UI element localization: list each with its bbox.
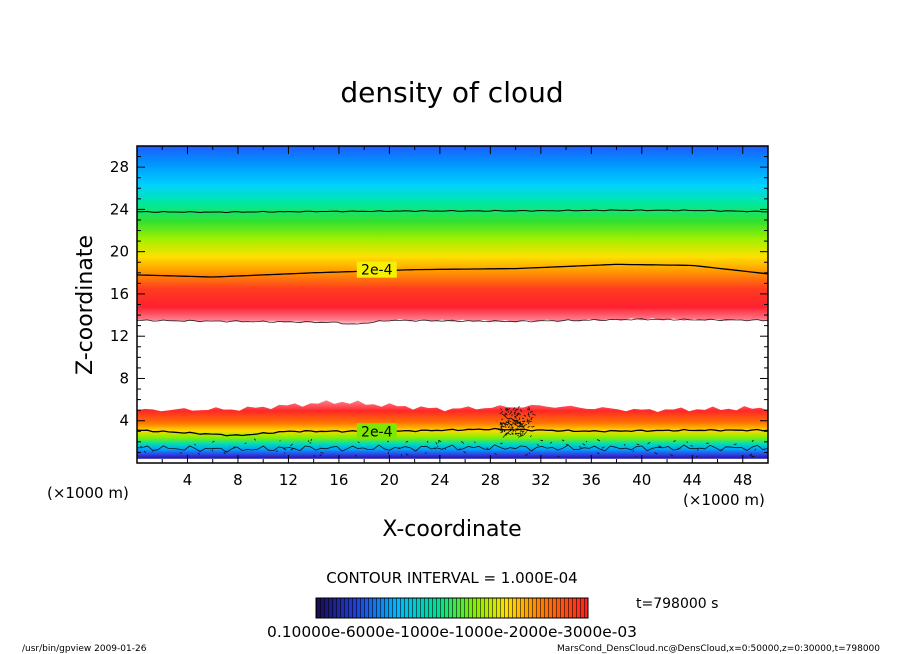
colorbar-tick-labels: 0.10000e-6000e-1000e-1000e-2000e-3000e-0… — [267, 623, 637, 641]
x-axis-ticks: 4 8 12 16 20 24 28 32 36 40 44 48 — [161, 146, 769, 489]
contour-upper-base — [137, 318, 768, 325]
contour-lines — [137, 209, 768, 453]
noise-patch-lower — [140, 406, 766, 458]
x-tick-label: 12 — [279, 471, 298, 489]
x-tick-label: 20 — [380, 471, 399, 489]
y-tick-label: 8 — [119, 369, 129, 387]
footer-left: /usr/bin/gpview 2009-01-26 — [22, 644, 147, 654]
x-axis-left-unit: (×1000 m) — [47, 484, 129, 502]
x-tick-label: 4 — [183, 471, 193, 489]
y-tick-label: 24 — [110, 200, 129, 218]
y-axis-label: Z-coordinate — [73, 235, 98, 375]
x-tick-label: 24 — [430, 471, 449, 489]
x-tick-label: 48 — [733, 471, 752, 489]
upper-cloud-layer — [137, 146, 768, 325]
x-axis-label: X-coordinate — [382, 517, 521, 542]
y-tick-label: 16 — [110, 285, 129, 303]
x-tick-label: 44 — [683, 471, 702, 489]
y-axis-ticks: 4 8 12 16 20 24 28 — [110, 156, 768, 453]
time-label: t=798000 s — [636, 596, 718, 612]
contour-label: 2e-4 — [361, 263, 393, 279]
x-axis-right-unit: (×1000 m) — [683, 491, 765, 509]
contour-upper-high — [137, 209, 768, 214]
contour-lower-base — [137, 444, 768, 453]
contour-label: 2e-4 — [361, 424, 393, 440]
contour-upper-2e-4 — [137, 263, 768, 278]
contour-interval-text: CONTOUR INTERVAL = 1.000E-04 — [326, 569, 577, 587]
y-tick-label: 4 — [119, 412, 129, 430]
x-tick-label: 28 — [481, 471, 500, 489]
contour-lower-2e-4 — [137, 427, 768, 437]
x-tick-label: 36 — [582, 471, 601, 489]
x-tick-label: 16 — [329, 471, 348, 489]
y-tick-label: 20 — [110, 243, 129, 261]
x-tick-label: 8 — [233, 471, 243, 489]
contour-label-bg — [356, 423, 397, 440]
colorbar-hatch — [316, 598, 588, 618]
contour-label-bg — [356, 261, 397, 278]
footer-right: MarsCond_DensCloud.nc@DensCloud,x=0:5000… — [557, 644, 880, 654]
chart-title: density of cloud — [340, 76, 563, 109]
y-tick-label: 28 — [110, 158, 129, 176]
plot-area: 2e-4 2e-4 — [137, 146, 768, 463]
x-tick-label: 40 — [632, 471, 651, 489]
x-tick-label: 32 — [531, 471, 550, 489]
y-tick-label: 12 — [110, 327, 129, 345]
contour-labels: 2e-4 2e-4 — [356, 261, 397, 440]
